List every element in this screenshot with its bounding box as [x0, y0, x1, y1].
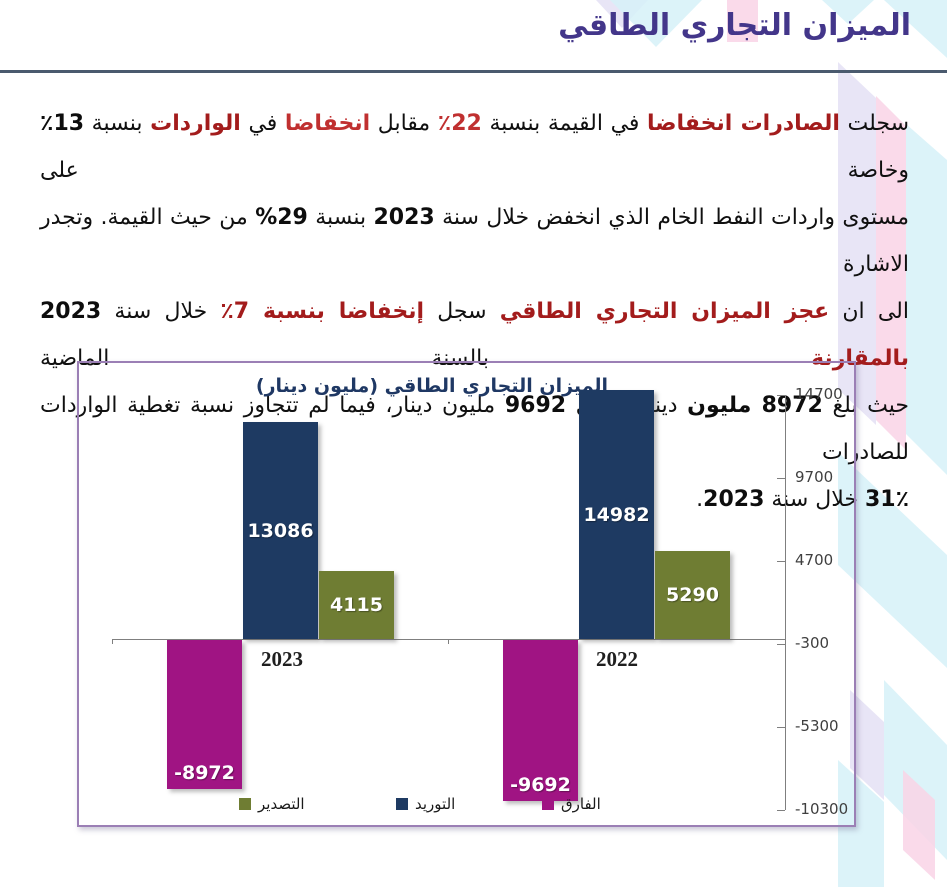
paragraph-line: مستوى واردات النفط الخام الذي انخفض خلال…	[40, 194, 909, 288]
text-run: انخفاضا	[284, 111, 371, 136]
y-axis-tick	[777, 727, 785, 728]
legend-item-exports: التصدير	[239, 795, 305, 813]
text-run: 22٪	[437, 111, 482, 136]
bar-exports-2023: 4115	[319, 571, 394, 639]
text-run: بنسبة	[307, 205, 374, 230]
legend-swatch-balance	[542, 798, 554, 810]
y-axis	[785, 395, 786, 810]
text-run: مليون دينار، فيما لم تتجاوز نسبة تغطية ا…	[40, 393, 909, 465]
legend-label-imports: التوريد	[415, 795, 456, 813]
text-run: حيث بلغ	[822, 393, 910, 418]
summary-paragraph: سجلت الصادرات انخفاضا في القيمة بنسبة 22…	[40, 100, 909, 523]
y-axis-tick	[777, 810, 785, 811]
y-axis-tick	[777, 395, 785, 396]
y-tick-label: 9700	[795, 468, 834, 486]
y-tick-label: 14700	[795, 385, 843, 403]
text-run: الصادرات انخفاضا	[647, 111, 840, 136]
y-tick-label: -300	[795, 634, 830, 652]
bar-exports-2022: 5290	[655, 551, 730, 639]
paragraph-line: حيث بلغ 8972 مليون دينار مقابل 9692 مليو…	[40, 382, 909, 476]
legend-item-balance: الفارق	[542, 795, 601, 813]
bar-imports-2022: 14982	[579, 390, 654, 639]
text-run: عجز الميزان التجاري الطاقي	[499, 299, 830, 324]
text-run: .	[696, 487, 704, 512]
bar-value-label: 5290	[666, 584, 719, 606]
y-axis-tick	[777, 478, 785, 479]
legend-swatch-exports	[239, 798, 251, 810]
text-run: 13٪	[40, 111, 85, 136]
bar-value-label: -8972	[174, 762, 235, 784]
y-axis-tick	[777, 644, 785, 645]
trade-balance-chart: الميزان التجاري الطاقي (مليون دينار) 147…	[77, 361, 856, 827]
category-label-2022: 2022	[596, 647, 638, 671]
bar-value-label: 4115	[330, 594, 383, 616]
y-tick-label: 4700	[795, 551, 834, 569]
category-label-2023: 2023	[261, 647, 303, 671]
text-run: 2023	[40, 299, 102, 324]
text-run: بالسنة الماضية	[40, 346, 812, 371]
x-axis-tick	[448, 639, 449, 644]
y-tick-label: -5300	[795, 717, 839, 735]
text-run: الى ان	[829, 299, 909, 324]
text-run: 8972 مليون	[687, 393, 823, 418]
y-axis-tick	[777, 561, 785, 562]
x-axis-tick	[785, 639, 786, 644]
text-run: 2023	[373, 205, 435, 230]
paragraph-line: سجلت الصادرات انخفاضا في القيمة بنسبة 22…	[40, 100, 909, 194]
legend-label-exports: التصدير	[258, 795, 305, 813]
paragraph-line: الى ان عجز الميزان التجاري الطاقي سجل إن…	[40, 288, 909, 382]
text-run: مستوى واردات النفط الخام الذي انخفض خلال…	[434, 205, 910, 230]
text-run: وخاصة على	[40, 158, 909, 183]
text-run: خلال سنة	[101, 299, 221, 324]
chart-title: الميزان التجاري الطاقي (مليون دينار)	[255, 375, 609, 397]
text-run: سجلت	[839, 111, 910, 136]
bar-value-label: 13086	[247, 519, 314, 542]
bar-value-label: -9692	[510, 774, 571, 796]
text-run: 31٪	[864, 487, 909, 512]
bar-imports-2023: 13086	[243, 422, 318, 639]
bar-balance-2023: -8972	[167, 640, 242, 789]
y-tick-label: -10300	[795, 800, 849, 818]
text-run: 9692	[504, 393, 567, 418]
text-run: سجل	[424, 299, 500, 324]
text-run: من حيث القيمة. وتجدر الاشارة	[40, 205, 909, 277]
text-run: في	[240, 111, 285, 136]
legend-item-imports: التوريد	[396, 795, 455, 813]
legend-label-balance: الفارق	[561, 795, 601, 813]
x-axis-tick	[112, 639, 113, 644]
text-run: 29%	[255, 205, 308, 230]
legend-swatch-imports	[396, 798, 408, 810]
text-run: إنخفاضا بنسبة 7٪	[220, 299, 425, 324]
text-run: 2023	[703, 487, 765, 512]
bar-balance-2022: -9692	[503, 640, 578, 801]
text-run: بنسبة	[84, 111, 151, 136]
page-title: الميزان التجاري الطاقي	[558, 8, 911, 43]
bar-value-label: 14982	[583, 503, 650, 526]
title-separator-line	[0, 70, 947, 73]
text-run: الواردات	[150, 111, 241, 136]
text-run: في القيمة بنسبة	[481, 111, 648, 136]
text-run: بالمقارنة	[811, 346, 909, 371]
text-run: مقابل	[370, 111, 438, 136]
